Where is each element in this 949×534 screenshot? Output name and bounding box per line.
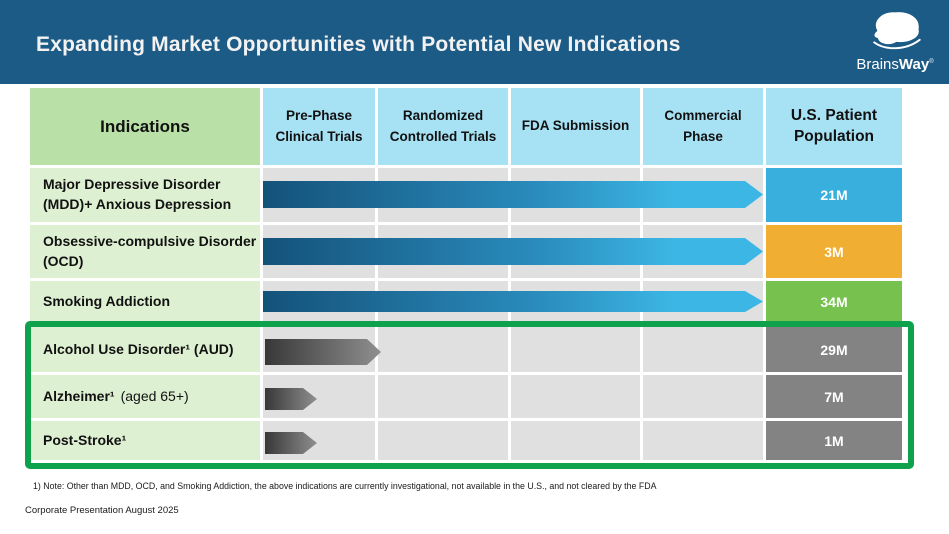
brainsway-logo-text: BrainsWay® [856,56,934,73]
title-banner: Expanding Market Opportunities with Pote… [0,0,949,84]
phase-cell [511,327,640,372]
phase-cell [378,327,508,372]
progress-arrow-smoking [263,291,763,312]
population-badge: 34M [766,281,902,323]
page-title: Expanding Market Opportunities with Pote… [36,33,681,56]
progress-arrow-mdd [263,181,763,208]
progress-arrow-alzheimer [265,388,317,410]
indication-label-note: (aged 65+) [120,387,189,404]
table-row-alzheimer: Alzheimer¹ (aged 65+) 7M [30,375,903,418]
indication-label: Alcohol Use Disorder¹ (AUD) [30,327,260,372]
population-badge: 1M [766,421,902,460]
brain-icon [847,6,943,58]
indication-label: Post-Stroke¹ [30,421,260,460]
phase-cell [511,421,640,460]
table-row-post-stroke: Post-Stroke¹ 1M [30,421,903,460]
column-header-randomized: Randomized Controlled Trials [378,88,508,165]
population-badge: 3M [766,225,902,278]
phase-cell [643,421,763,460]
phase-cell [511,375,640,418]
progress-arrow-post-stroke [265,432,317,454]
column-header-pre-phase: Pre-Phase Clinical Trials [263,88,375,165]
phase-cell [378,421,508,460]
indication-label: Alzheimer¹ (aged 65+) [30,375,260,418]
column-header-population: U.S. Patient Population [766,88,902,165]
phase-cell [643,327,763,372]
pipeline-table: Indications Pre-Phase Clinical Trials Ra… [30,88,903,463]
indication-label: Major Depressive Disorder (MDD)+ Anxious… [30,168,260,222]
population-badge: 7M [766,375,902,418]
footnote: 1) Note: Other than MDD, OCD, and Smokin… [33,481,657,491]
progress-arrow-ocd [263,238,763,265]
table-header-row: Indications Pre-Phase Clinical Trials Ra… [30,88,903,165]
footer-text: Corporate Presentation August 2025 [25,505,179,516]
table-row-alcohol: Alcohol Use Disorder¹ (AUD) 29M [30,327,903,372]
column-header-commercial: Commercial Phase [643,88,763,165]
population-badge: 29M [766,327,902,372]
brainsway-logo: BrainsWay® [847,6,943,80]
phase-cell [643,375,763,418]
progress-arrow-alcohol [265,339,381,365]
column-header-indications: Indications [30,88,260,165]
population-badge: 21M [766,168,902,222]
indication-label: Smoking Addiction [30,281,260,323]
column-header-fda: FDA Submission [511,88,640,165]
phase-cell [378,375,508,418]
indication-label: Obsessive-compulsive Disorder (OCD) [30,225,260,278]
